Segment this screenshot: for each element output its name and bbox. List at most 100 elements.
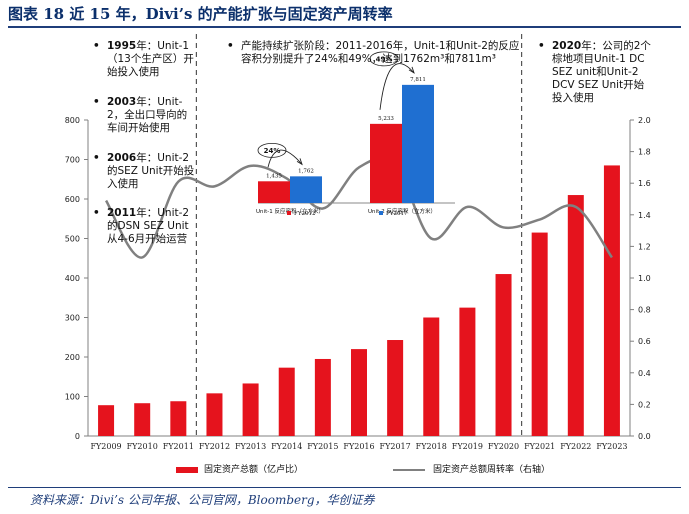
- source-note: 资料来源：Divi’s 公司年报、公司官网，Bloomberg，华创证券: [30, 493, 375, 507]
- annotation-year: 2006: [107, 152, 137, 164]
- legend-line-label: 固定资产总额周转率（右轴）: [433, 465, 551, 475]
- inset-bar-label: 1,762: [298, 168, 314, 174]
- inset-legend-label: FY2017: [386, 211, 408, 217]
- y2-tick-label: 2.0: [638, 116, 651, 125]
- inset-legend-swatch: [287, 211, 291, 215]
- plot-area: 0 100 200 300 400 500 600 700 800 0.0 0.2 0.4 0.6 0.8…: [65, 34, 651, 451]
- inset-group-label: Unit-2 反应容积（立方米）: [368, 207, 436, 215]
- x-tick-label: FY2016: [343, 442, 374, 451]
- x-tick-label: FY2019: [452, 442, 483, 451]
- bar: [206, 393, 223, 436]
- inset-bar: [258, 181, 290, 203]
- annotation-1995: • 1995年：Unit-1（13个生产区）开始投入使用: [93, 40, 194, 78]
- bar: [242, 383, 259, 436]
- y2-tick-label: 1.6: [638, 179, 651, 188]
- bar: [387, 340, 404, 436]
- y2-tick-label: 0.6: [638, 337, 651, 346]
- annotation-2003: • 2003年：Unit-2，全出口导向的车间开始使用: [93, 96, 188, 134]
- bar: [531, 232, 548, 436]
- y-tick-label: 100: [65, 393, 80, 402]
- inset-bar-label: 5,233: [378, 116, 394, 122]
- x-tick-label: FY2013: [235, 442, 266, 451]
- y-tick-label: 400: [65, 274, 80, 283]
- bar: [278, 367, 295, 436]
- y-tick-label: 500: [65, 235, 80, 244]
- annotation-text: 年：Unit-2，全出口导向的车间开始使用: [107, 96, 188, 134]
- bar: [170, 401, 187, 436]
- annotation-text: 年：Unit-2的SEZ Unit开始投入使用: [107, 152, 195, 190]
- y2-tick-label: 0.4: [638, 369, 651, 378]
- inset-growth-arrow: [379, 63, 415, 110]
- inset-bar-label: 1,435: [266, 173, 282, 179]
- bar: [603, 165, 620, 437]
- legend-line-swatch: [393, 468, 425, 471]
- y2-tick-label: 1.8: [638, 148, 651, 157]
- inset-arrow-head: [408, 66, 415, 74]
- bar: [567, 195, 584, 436]
- figure-title: 图表 18 近 15 年，Divi’s 的产能扩张与固定资产周转率: [8, 5, 393, 23]
- annotation-year: 2020: [552, 40, 582, 52]
- inset-growth-ellipse: [369, 51, 399, 67]
- y2-tick-label: 1.2: [638, 242, 651, 251]
- inset-bar: [290, 176, 322, 203]
- x-tick-label: FY2011: [163, 442, 194, 451]
- annotation-text: 产能持续扩张阶段：2011-2016年，Unit-1和Unit-2的反应容积分别…: [241, 40, 520, 65]
- y-tick-label: 200: [65, 353, 80, 362]
- x-tick-label: FY2021: [524, 442, 555, 451]
- x-tick-label: FY2018: [416, 442, 447, 451]
- x-tick-label: FY2023: [596, 442, 627, 451]
- turnover-line: [104, 156, 613, 259]
- y2-tick-label: 1.4: [638, 211, 651, 220]
- annotation-year: 1995: [107, 40, 137, 52]
- y-tick-label: 300: [65, 314, 80, 323]
- bar: [459, 307, 476, 436]
- y-tick-label: 800: [65, 116, 80, 125]
- x-tick-label: FY2009: [90, 442, 121, 451]
- bar: [423, 317, 440, 436]
- x-tick-label: FY2010: [127, 442, 158, 451]
- inset-growth-arrow: [267, 149, 303, 168]
- annotation-text: 年：公司的2个棕地项目Unit-1 DC SEZ unit和Unit-2 DCV…: [552, 40, 651, 104]
- bar: [98, 405, 115, 436]
- x-tick-label: FY2020: [488, 442, 519, 451]
- x-tick-label: FY2017: [380, 442, 411, 451]
- inset-growth-label: 24%: [264, 147, 281, 155]
- legend-line: 固定资产总额周转率（右轴）: [393, 462, 550, 475]
- bar: [134, 403, 151, 436]
- annotation-text: 年：Unit-1（13个生产区）开始投入使用: [107, 40, 194, 78]
- annotation-2006: • 2006年：Unit-2的SEZ Unit开始投入使用: [93, 152, 195, 190]
- legend-bar: 固定资产总额（亿卢比）: [176, 462, 303, 475]
- y2-tick-label: 0.0: [638, 432, 651, 441]
- legend-bar-swatch: [176, 466, 198, 473]
- x-tick-label: FY2014: [271, 442, 302, 451]
- inset-bar: [370, 123, 402, 203]
- title-rule: [8, 26, 681, 28]
- y2-tick-label: 0.8: [638, 306, 651, 315]
- x-tick-label: FY2022: [560, 442, 591, 451]
- annotation-year: 2003: [107, 96, 137, 108]
- y-tick-label: 600: [65, 195, 80, 204]
- inset-growth-label: 49%: [376, 55, 393, 63]
- legend-bar-label: 固定资产总额（亿卢比）: [204, 465, 304, 475]
- annotation-expansion: • 产能持续扩张阶段：2011-2016年，Unit-1和Unit-2的反应容积…: [227, 40, 520, 65]
- inset-legend-swatch: [379, 211, 383, 215]
- annotation-text: 年：Unit-2的DSN SEZ Unit从4-6月开始运营: [107, 207, 190, 245]
- x-tick-label: FY2012: [199, 442, 230, 451]
- annotation-year: 2011: [107, 207, 137, 219]
- inset-bar: [402, 84, 434, 203]
- y-tick-label: 700: [65, 156, 80, 165]
- x-tick-label: FY2015: [307, 442, 338, 451]
- annotation-2020: • 2020年：公司的2个棕地项目Unit-1 DC SEZ unit和Unit…: [538, 40, 651, 104]
- inset-legend-label: FY2012: [294, 211, 315, 217]
- bar: [351, 349, 367, 436]
- bar: [314, 358, 331, 436]
- annotation-2011: • 2011年：Unit-2的DSN SEZ Unit从4-6月开始运营: [93, 207, 190, 245]
- y2-tick-label: 1.0: [638, 274, 651, 283]
- source-rule: [8, 487, 681, 488]
- inset-arrow-head: [296, 158, 303, 166]
- bar: [495, 274, 512, 436]
- y2-tick-label: 0.2: [638, 400, 651, 409]
- y-tick-label: 0: [75, 432, 80, 441]
